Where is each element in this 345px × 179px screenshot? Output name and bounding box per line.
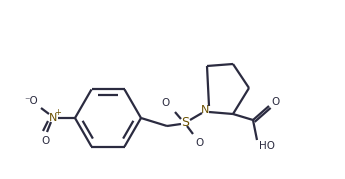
- Text: +: +: [55, 108, 61, 117]
- Text: O: O: [196, 138, 204, 148]
- Text: ⁻O: ⁻O: [24, 96, 38, 106]
- Text: O: O: [271, 97, 279, 107]
- Text: S: S: [181, 115, 189, 129]
- Text: O: O: [41, 136, 49, 146]
- Text: N: N: [49, 113, 57, 123]
- Text: O: O: [162, 98, 170, 108]
- Text: N: N: [201, 105, 209, 115]
- Text: HO: HO: [259, 141, 275, 151]
